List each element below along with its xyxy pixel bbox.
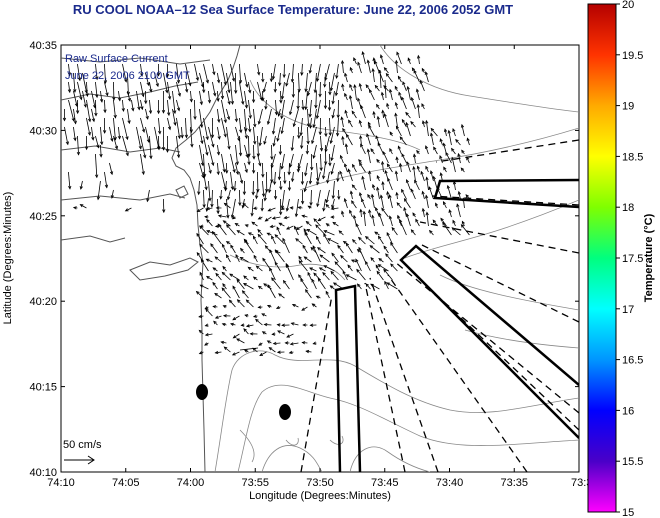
x-tick-label: 73:55	[241, 477, 269, 489]
x-tick-label: 73:40	[436, 477, 464, 489]
x-tick-label: 74:10	[47, 477, 75, 489]
y-axis: 40:35 40:30 40:25 40:20 40:15 40:10	[29, 40, 579, 479]
map-title: RU COOL NOAA–12 Sea Surface Temperature:…	[72, 2, 514, 17]
colorbar-tick-label: 18.5	[622, 151, 643, 163]
coastline	[61, 45, 241, 472]
coverage-lines	[300, 139, 579, 472]
x-tick-label: 74:05	[112, 477, 140, 489]
y-axis-label: Latitude (Degrees:Minutes)	[2, 192, 14, 325]
x-tick-label: 73:50	[306, 477, 334, 489]
x-axis-label: Longitude (Degrees:Minutes)	[249, 490, 391, 502]
y-tick-label: 40:10	[29, 467, 57, 479]
inset-current-label: Raw Surface Current	[65, 53, 168, 65]
buoy-marker	[196, 384, 208, 400]
offshore-area-south	[334, 284, 362, 472]
colorbar-tick-label: 19	[622, 101, 634, 113]
x-tick-label: 74:00	[177, 477, 205, 489]
colorbar-tick-label: 16	[622, 405, 634, 417]
x-tick-label: 73:45	[371, 477, 399, 489]
offshore-area-east	[433, 178, 579, 209]
colorbar-tick-label: 15	[622, 507, 634, 518]
colorbar	[587, 3, 617, 513]
y-tick-label: 40:15	[29, 382, 57, 394]
colorbar-tick-label: 17.5	[622, 253, 643, 265]
offshore-area-southeast	[399, 244, 579, 439]
scale-label: 50 cm/s	[63, 439, 102, 451]
colorbar-ticks: 20 19.5 19 18.5 18 17.5 17 16.5 16 15.5 15	[616, 0, 643, 518]
y-tick-label: 40:25	[29, 211, 57, 223]
colorbar-tick-label: 19.5	[622, 50, 643, 62]
colorbar-tick-label: 18	[622, 202, 634, 214]
y-tick-label: 40:35	[29, 40, 57, 52]
x-tick-label: 73:3	[571, 477, 592, 489]
colorbar-tick-label: 16.5	[622, 355, 643, 367]
y-tick-label: 40:20	[29, 296, 57, 308]
scale-arrow	[64, 455, 95, 465]
inset-current-time: June 22, 2006 2100 GMT	[65, 70, 190, 82]
buoy-marker	[279, 404, 291, 420]
x-tick-label: 73:35	[500, 477, 528, 489]
offshore-areas	[334, 178, 579, 472]
colorbar-tick-label: 17	[622, 304, 634, 316]
x-axis: 74:10 74:05 74:00 73:55 73:50 73:45 73:40 73:35…	[47, 45, 592, 489]
colorbar-tick-label: 20	[622, 0, 634, 11]
colorbar-tick-label: 15.5	[622, 456, 643, 468]
y-tick-label: 40:30	[29, 125, 57, 137]
colorbar-label: Temperature (°C)	[643, 213, 655, 302]
map-content	[61, 45, 579, 472]
current-vectors	[62, 51, 470, 356]
